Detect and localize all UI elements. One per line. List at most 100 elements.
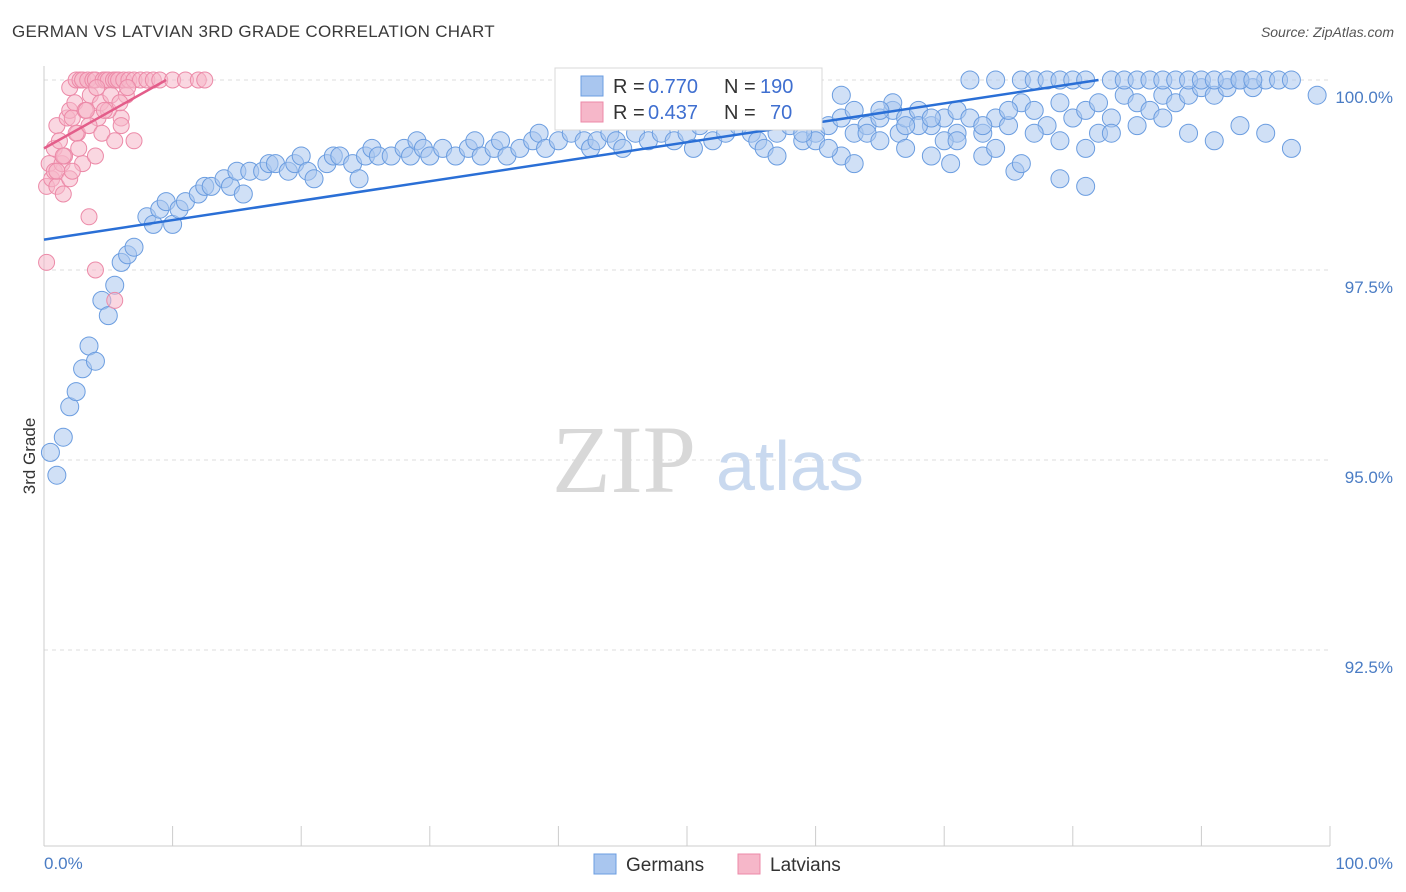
- german-point: [844, 154, 864, 174]
- latvian-point: [54, 185, 72, 203]
- latvian-point: [88, 79, 106, 97]
- german-point: [999, 100, 1018, 120]
- german-point: [1076, 176, 1096, 196]
- german-point: [40, 442, 60, 462]
- german-point: [1050, 93, 1070, 113]
- german-point: [870, 100, 890, 120]
- y-tick-label: 95.0%: [1345, 468, 1393, 487]
- german-point: [613, 138, 633, 158]
- german-point: [870, 131, 890, 151]
- german-point: [1050, 131, 1070, 151]
- german-point: [767, 146, 787, 166]
- german-point: [921, 108, 941, 128]
- stats-box: R = 0.770 N = 190 R = 0.437 N = 70: [554, 67, 823, 131]
- latvian-point: [86, 261, 104, 279]
- german-point: [986, 70, 1006, 90]
- german-point: [349, 169, 369, 189]
- y-axis-label: 3rd Grade: [20, 418, 39, 495]
- stats-latvians-r-label: R =: [613, 102, 645, 124]
- y-tick-label: 92.5%: [1345, 658, 1393, 677]
- german-point: [973, 116, 993, 136]
- german-point: [1281, 70, 1301, 90]
- german-point: [1089, 93, 1109, 113]
- german-point: [85, 351, 105, 371]
- y-tick-labels: 100.0% 97.5% 95.0% 92.5%: [1335, 88, 1393, 677]
- german-point: [1204, 131, 1224, 151]
- german-point: [105, 275, 125, 295]
- german-point: [921, 146, 941, 166]
- latvian-point: [106, 291, 124, 309]
- latvian-point: [70, 139, 88, 157]
- stats-germans-n-value: 190: [760, 76, 793, 98]
- german-point: [1127, 116, 1147, 136]
- stats-swatch-latvians: [580, 101, 604, 123]
- stats-germans-r-label: R =: [613, 76, 645, 98]
- german-point: [1230, 116, 1250, 136]
- legend: Germans Latvians: [593, 853, 841, 876]
- latvian-point: [80, 208, 98, 226]
- german-point: [818, 138, 838, 158]
- stats-germans-r-value: 0.770: [648, 76, 698, 98]
- stats-latvians-n-value: 70: [770, 102, 792, 124]
- latvian-point: [112, 117, 130, 135]
- german-point: [47, 465, 67, 485]
- latvian-point: [54, 147, 72, 165]
- stats-latvians-n-label: N =: [724, 102, 756, 124]
- german-point: [1307, 85, 1327, 105]
- german-point: [1011, 154, 1031, 174]
- latvian-point: [38, 253, 56, 271]
- trend-line-latvians: [43, 78, 167, 150]
- legend-swatch-latvians[interactable]: [737, 853, 761, 875]
- german-point: [53, 427, 73, 447]
- german-point: [233, 184, 253, 204]
- german-point: [1101, 123, 1121, 143]
- y-tick-label: 97.5%: [1345, 278, 1393, 297]
- german-point: [1024, 123, 1044, 143]
- german-point: [896, 116, 916, 136]
- german-point: [1243, 70, 1263, 90]
- german-point: [683, 138, 703, 158]
- watermark-atlas: atlas: [716, 427, 864, 505]
- y-tick-label: 100.0%: [1335, 88, 1393, 107]
- latvian-point: [196, 71, 214, 89]
- watermark: ZIP atlas: [552, 406, 864, 513]
- x-ticks: [43, 826, 1331, 846]
- german-point: [98, 306, 118, 326]
- german-point: [66, 382, 86, 402]
- series-latvians: [38, 71, 214, 309]
- german-point: [1179, 123, 1199, 143]
- latvian-point: [119, 79, 137, 97]
- latvian-point: [93, 124, 111, 142]
- german-point: [124, 237, 144, 257]
- german-point: [1281, 138, 1301, 158]
- stats-latvians-r-value: 0.437: [648, 102, 698, 124]
- german-point: [1050, 169, 1070, 189]
- latvian-point: [63, 162, 81, 180]
- stats-germans-n-label: N =: [724, 76, 756, 98]
- german-point: [831, 85, 851, 105]
- german-point: [986, 138, 1006, 158]
- latvian-point: [106, 132, 124, 150]
- legend-label-latvians[interactable]: Latvians: [770, 855, 841, 876]
- legend-swatch-germans[interactable]: [593, 853, 617, 875]
- german-point: [947, 131, 967, 151]
- trend-lines: [43, 78, 1099, 241]
- latvian-point: [77, 101, 95, 119]
- chart-title: GERMAN VS LATVIAN 3RD GRADE CORRELATION …: [12, 22, 495, 41]
- x-tick-label-min: 0.0%: [44, 854, 83, 873]
- german-point: [941, 154, 961, 174]
- legend-label-germans[interactable]: Germans: [626, 855, 704, 876]
- german-point: [960, 70, 980, 90]
- german-point: [1256, 123, 1276, 143]
- german-point: [1153, 108, 1173, 128]
- german-point: [1024, 100, 1044, 120]
- x-tick-label-max: 100.0%: [1335, 854, 1393, 873]
- source-label: Source: ZipAtlas.com: [1260, 24, 1394, 40]
- stats-swatch-germans: [580, 75, 604, 97]
- series-germans: [40, 70, 1327, 485]
- german-point: [304, 169, 324, 189]
- german-point: [896, 138, 916, 158]
- german-point: [844, 100, 864, 120]
- latvian-point: [125, 132, 143, 150]
